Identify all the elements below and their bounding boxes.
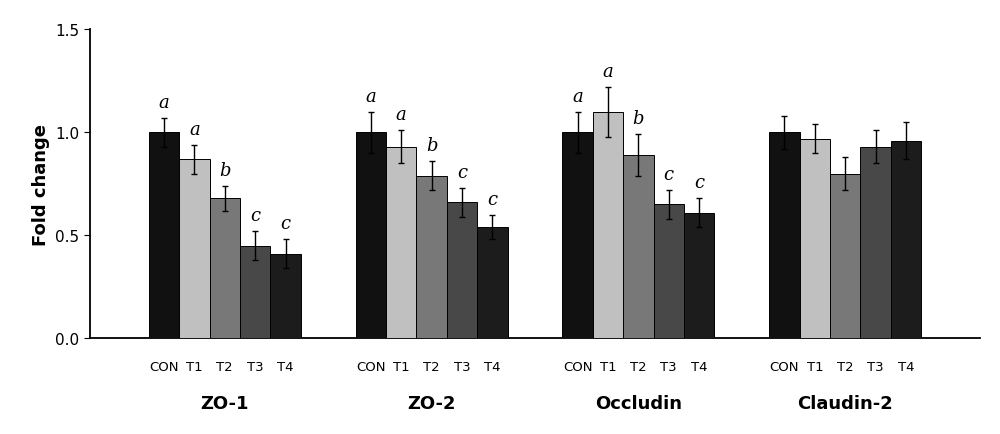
Bar [240, 246, 270, 339]
Text: b: b [219, 161, 231, 179]
Text: T3: T3 [454, 360, 470, 373]
Text: c: c [487, 190, 497, 208]
Text: T2: T2 [423, 360, 440, 373]
Bar [562, 133, 593, 339]
Text: ZO-2: ZO-2 [407, 394, 456, 412]
Text: T4: T4 [277, 360, 294, 373]
Text: a: a [159, 94, 169, 112]
Bar [416, 176, 447, 339]
Text: T4: T4 [898, 360, 914, 373]
Text: b: b [426, 137, 437, 155]
Text: CON: CON [563, 360, 592, 373]
Text: ZO-1: ZO-1 [201, 394, 249, 412]
Text: T1: T1 [807, 360, 823, 373]
Bar [447, 203, 477, 339]
Bar [891, 141, 921, 339]
Bar [593, 112, 623, 339]
Text: T1: T1 [600, 360, 616, 373]
Text: T4: T4 [484, 360, 501, 373]
Bar [270, 254, 301, 339]
Text: T4: T4 [691, 360, 707, 373]
Text: a: a [603, 63, 613, 81]
Text: CON: CON [149, 360, 179, 373]
Bar [210, 199, 240, 339]
Bar [684, 213, 714, 339]
Bar [769, 133, 800, 339]
Bar [830, 174, 860, 339]
Text: a: a [396, 106, 407, 124]
Bar [654, 205, 684, 339]
Bar [179, 160, 210, 339]
Bar [477, 227, 508, 339]
Text: a: a [189, 120, 200, 138]
Text: c: c [250, 207, 260, 224]
Bar [149, 133, 179, 339]
Bar [800, 139, 830, 339]
Text: T3: T3 [660, 360, 677, 373]
Text: c: c [694, 174, 704, 192]
Text: CON: CON [770, 360, 799, 373]
Text: a: a [572, 87, 583, 105]
Text: T3: T3 [867, 360, 884, 373]
Text: T1: T1 [186, 360, 203, 373]
Text: c: c [457, 164, 467, 181]
Bar [386, 148, 416, 339]
Text: c: c [664, 165, 674, 184]
Text: a: a [365, 87, 376, 105]
Text: b: b [633, 110, 644, 128]
Text: c: c [280, 215, 291, 233]
Text: T2: T2 [630, 360, 647, 373]
Bar [356, 133, 386, 339]
Text: CON: CON [356, 360, 386, 373]
Y-axis label: Fold change: Fold change [32, 124, 50, 245]
Text: Occludin: Occludin [595, 394, 682, 412]
Text: T3: T3 [247, 360, 263, 373]
Bar [860, 148, 891, 339]
Text: Claudin-2: Claudin-2 [797, 394, 893, 412]
Text: T2: T2 [837, 360, 854, 373]
Text: T1: T1 [393, 360, 410, 373]
Text: T2: T2 [216, 360, 233, 373]
Bar [623, 156, 654, 339]
